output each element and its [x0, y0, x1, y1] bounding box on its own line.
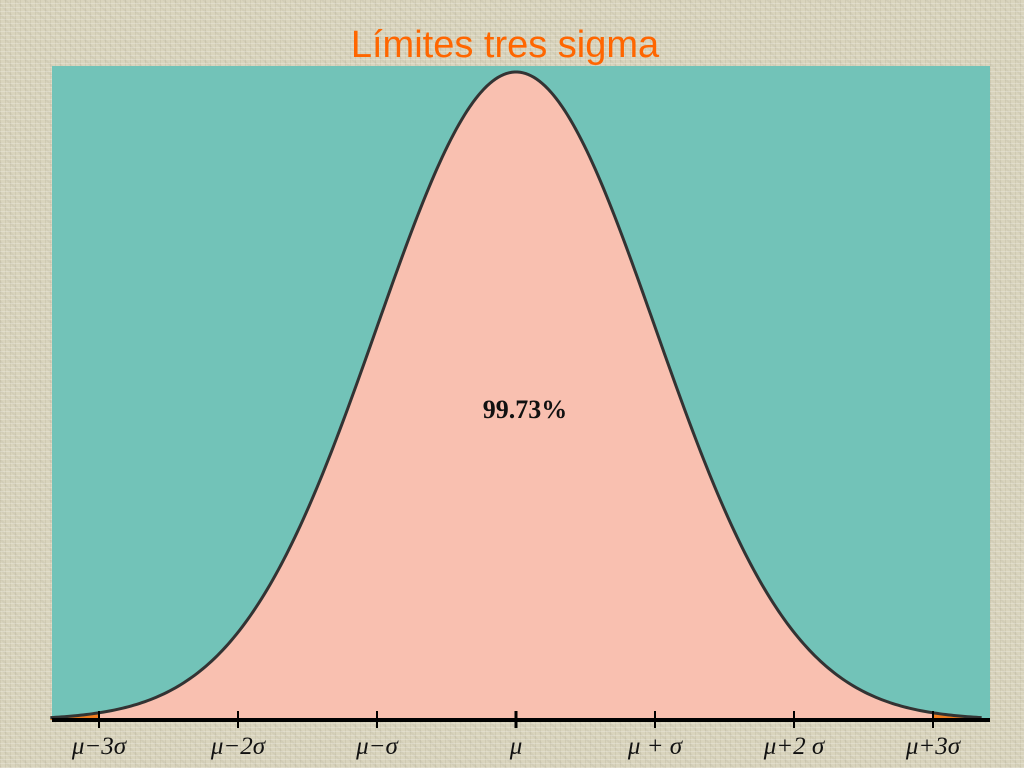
- tick-label: μ+3σ: [905, 733, 962, 760]
- x-axis-tick-labels: μ−3σ μ−2σ μ−σ μ μ + σ μ+2 σ μ+3σ: [71, 733, 962, 760]
- tick-label: μ−2σ: [210, 733, 267, 760]
- tick-label: μ−3σ: [71, 733, 128, 760]
- percentage-label: 99.73%: [483, 395, 568, 424]
- chart-title: Límites tres sigma: [350, 24, 660, 66]
- x-axis-ticks: [98, 711, 934, 728]
- tick-label: μ: [509, 733, 523, 760]
- tick-label: μ−σ: [355, 733, 399, 760]
- tick-label: μ+2 σ: [763, 733, 826, 760]
- shaded-area-99-73: [99, 72, 933, 720]
- tick-label: μ + σ: [627, 733, 684, 760]
- normal-curve: [50, 70, 982, 720]
